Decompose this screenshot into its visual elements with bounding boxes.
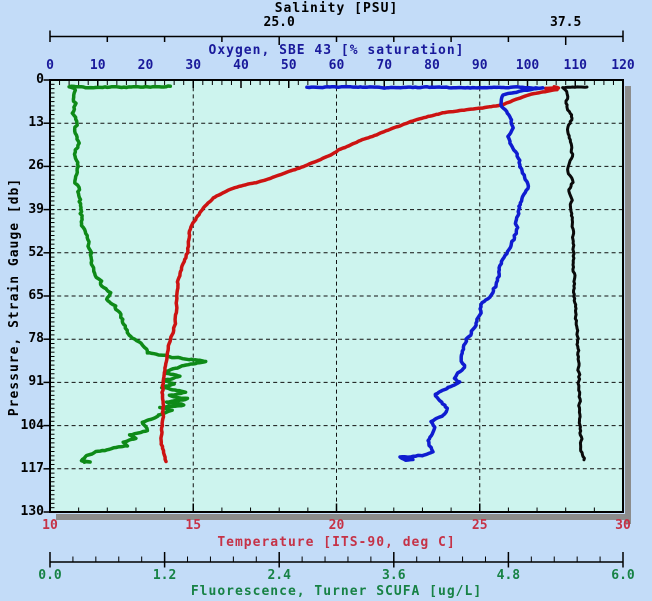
fluorescence-tick-label: 4.8 <box>496 568 521 583</box>
pressure-tick-label: 65 <box>28 288 44 303</box>
oxygen-tick-label: 70 <box>376 58 393 73</box>
fluorescence-tick-label: 6.0 <box>611 568 635 583</box>
fluorescence-tick-label: 3.6 <box>382 568 406 583</box>
oxygen-tick-label: 0 <box>46 58 54 73</box>
pressure-tick-label: 52 <box>28 244 44 260</box>
oxygen-tick-label: 30 <box>185 58 202 73</box>
fluorescence-tick-label: 0.0 <box>38 568 62 583</box>
oxygen-tick-label: 90 <box>471 58 488 73</box>
oxygen-tick-label: 110 <box>563 58 587 73</box>
oxygen-tick-label: 20 <box>137 58 154 73</box>
pressure-tick-label: 78 <box>28 331 44 347</box>
oxygen-tick-label: 80 <box>424 58 440 73</box>
pressure-tick-label: 104 <box>20 417 44 433</box>
oxygen-tick-label: 10 <box>89 58 106 73</box>
fluorescence-tick-label: 2.4 <box>267 568 291 583</box>
pressure-tick-label: 91 <box>28 374 44 390</box>
temperature-tick-label: 15 <box>185 518 202 533</box>
pressure-axis-title: Pressure, Strain Gauge [db] <box>7 177 22 417</box>
salinity-tick-label: 25.0 <box>263 15 295 30</box>
oxygen-axis-title: Oxygen, SBE 43 [% saturation] <box>208 43 465 58</box>
temperature-tick-label: 25 <box>471 518 488 533</box>
oxygen-tick-label: 100 <box>515 58 540 73</box>
pressure-tick-label: 13 <box>28 115 44 131</box>
pressure-tick-label: 0 <box>36 72 44 87</box>
oxygen-tick-label: 40 <box>233 58 249 73</box>
pressure-tick-label: 39 <box>28 201 44 217</box>
salinity-curve <box>561 85 589 462</box>
fluorescence-axis-title: Fluorescence, Turner SCUFA [ug/L] <box>190 584 483 599</box>
temperature-tick-label: 30 <box>615 518 631 533</box>
oxygen-tick-label: 120 <box>611 58 635 73</box>
fluorescence-tick-label: 1.2 <box>152 568 177 583</box>
temperature-curve <box>159 85 561 464</box>
salinity-tick-label: 37.5 <box>550 15 582 30</box>
salinity-axis-title: Salinity [PSU] <box>274 1 399 16</box>
temperature-tick-label: 20 <box>328 518 345 533</box>
pressure-tick-label: 130 <box>20 504 44 519</box>
pressure-tick-label: 26 <box>28 158 44 174</box>
pressure-tick-label: 117 <box>20 460 44 476</box>
temperature-tick-label: 10 <box>42 518 58 533</box>
oxygen-tick-label: 60 <box>328 58 345 73</box>
oxygen-tick-label: 50 <box>280 58 297 73</box>
temperature-axis-title: Temperature [ITS-90, deg C] <box>217 535 456 550</box>
oxygen-curve <box>305 84 545 462</box>
